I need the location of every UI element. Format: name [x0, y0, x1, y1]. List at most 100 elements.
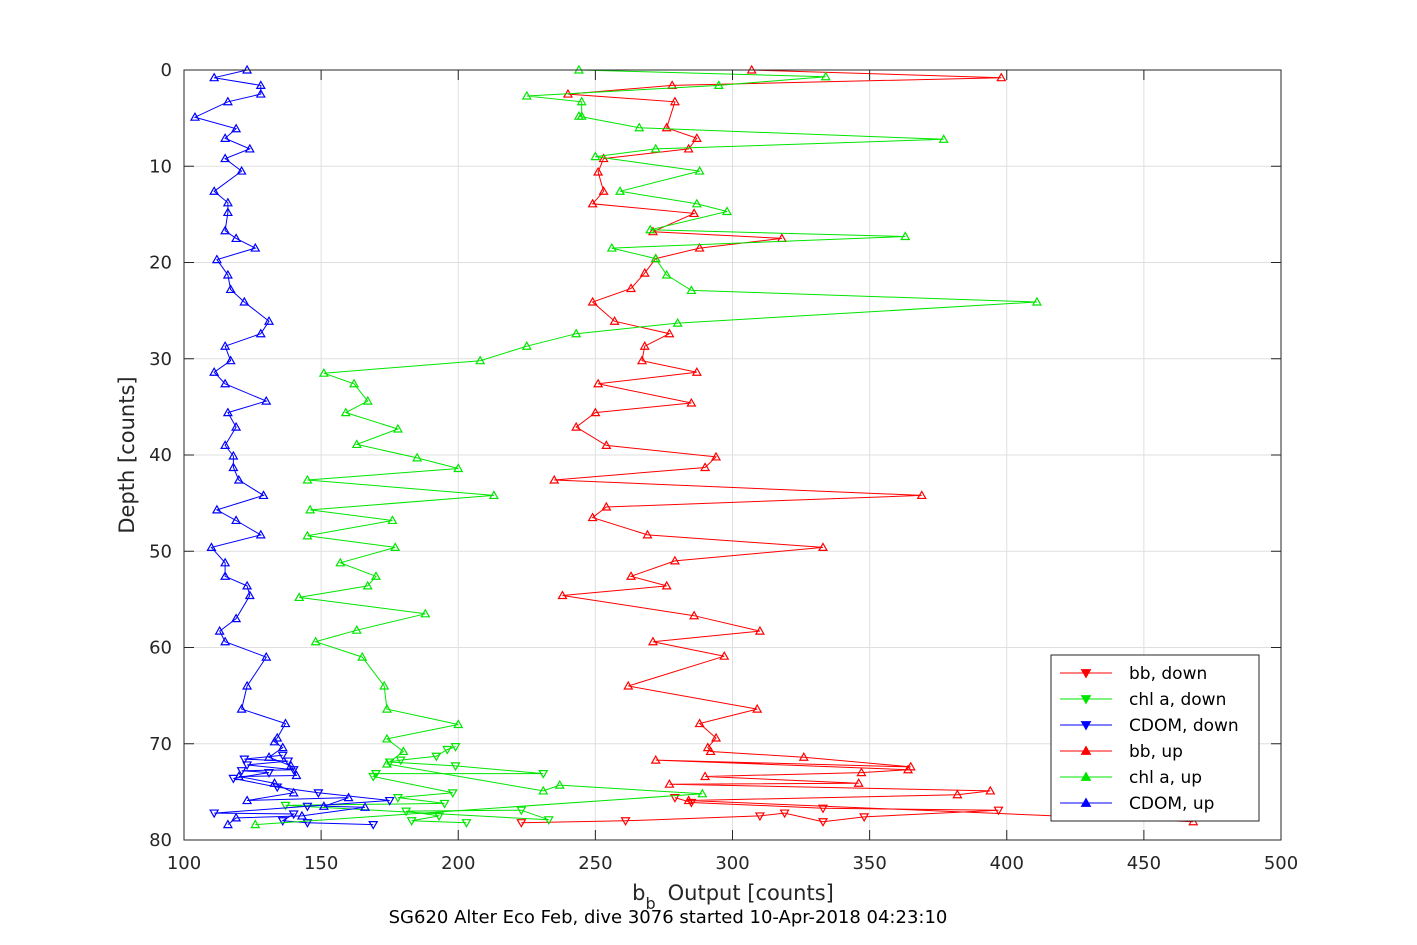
data-point	[554, 779, 565, 789]
data-point	[650, 253, 661, 263]
data-point	[516, 819, 527, 828]
data-point	[475, 355, 486, 365]
legend-entry: CDOM, up	[1060, 794, 1214, 814]
data-point	[689, 208, 700, 218]
data-point	[625, 283, 637, 293]
legend-entry: CDOM, down	[1060, 716, 1239, 736]
data-point	[231, 421, 242, 431]
data-point	[236, 703, 247, 713]
data-point	[938, 134, 949, 143]
data-point	[450, 743, 461, 752]
chart-title: SG620 Alter Eco Feb, dive 3076 started 1…	[389, 907, 948, 928]
data-point	[700, 771, 711, 781]
data-point	[255, 80, 266, 90]
data-point	[277, 751, 288, 761]
data-point	[387, 515, 398, 525]
data-point	[590, 407, 601, 417]
data-point	[222, 819, 233, 829]
series-chl-a-up	[250, 64, 1042, 829]
legend-entry: chl a, down	[1060, 690, 1226, 710]
data-point	[368, 820, 379, 830]
data-point	[439, 799, 450, 809]
data-point	[636, 355, 648, 365]
data-point	[296, 810, 307, 820]
legend: bb, down chl a, down CDOM, down bb, up chl a…	[1050, 654, 1260, 822]
data-point	[779, 809, 790, 819]
legend-swatch-marker	[1080, 745, 1092, 755]
data-point	[233, 771, 244, 781]
data-point	[263, 769, 275, 778]
data-point	[340, 407, 351, 417]
data-point	[601, 501, 612, 511]
data-point	[222, 96, 233, 106]
data-point	[222, 207, 233, 217]
data-point	[661, 580, 672, 590]
data-point	[351, 439, 362, 449]
data-point	[277, 817, 288, 826]
data-point	[711, 451, 722, 461]
data-point	[392, 423, 403, 433]
data-point	[244, 590, 255, 600]
data-point	[859, 813, 870, 823]
data-point	[952, 789, 963, 799]
ticks: 100 150 200 250 300 350 400 450 500 0 10 20 30 40 50 60…	[149, 60, 1298, 874]
data-point	[691, 367, 702, 376]
data-point	[985, 785, 996, 795]
data-point	[647, 636, 659, 646]
data-point	[351, 624, 362, 634]
legend-label: bb, down	[1129, 664, 1207, 684]
data-point	[587, 296, 598, 306]
data-point	[702, 742, 713, 752]
data-point	[543, 816, 554, 825]
data-point	[318, 367, 329, 377]
data-point	[231, 613, 242, 623]
x-axis-label-rest: Output [counts]	[668, 881, 834, 905]
data-point	[686, 397, 697, 407]
data-point	[689, 610, 700, 620]
data-point	[263, 316, 275, 325]
data-point	[817, 542, 829, 552]
data-point	[721, 206, 733, 216]
y-tick-label: 0	[161, 60, 172, 81]
data-point	[231, 515, 242, 525]
data-point	[231, 233, 242, 243]
data-point	[318, 801, 329, 810]
data-point	[261, 651, 272, 661]
data-point	[645, 224, 656, 234]
legend-swatch-marker	[1080, 771, 1092, 781]
data-point	[669, 555, 680, 565]
data-point	[211, 254, 222, 264]
data-point	[231, 123, 242, 133]
data-point	[209, 72, 220, 82]
data-point	[820, 71, 831, 81]
data-point	[634, 122, 645, 132]
series-line	[255, 69, 1037, 826]
data-point	[650, 754, 661, 764]
data-point	[220, 557, 231, 567]
data-point	[598, 186, 609, 195]
data-point	[291, 770, 302, 780]
data-point	[250, 819, 261, 829]
series-line	[521, 797, 999, 824]
y-tick-label: 20	[149, 253, 172, 274]
data-point	[1031, 296, 1042, 306]
data-point	[620, 817, 631, 826]
data-point	[576, 96, 587, 106]
data-point	[310, 636, 321, 646]
legend-entry: bb, up	[1060, 742, 1183, 762]
legend-label: CDOM, down	[1129, 716, 1239, 736]
data-point	[283, 757, 294, 767]
data-point	[209, 186, 220, 195]
data-point	[669, 96, 680, 106]
data-point	[228, 450, 239, 460]
data-point	[285, 760, 296, 770]
data-point	[606, 242, 617, 252]
data-point	[686, 285, 697, 295]
data-point	[222, 407, 233, 417]
data-point	[280, 801, 291, 811]
data-point	[220, 225, 231, 235]
data-point	[996, 72, 1007, 82]
data-point	[211, 504, 222, 514]
data-point	[754, 625, 765, 635]
data-point	[798, 752, 809, 761]
